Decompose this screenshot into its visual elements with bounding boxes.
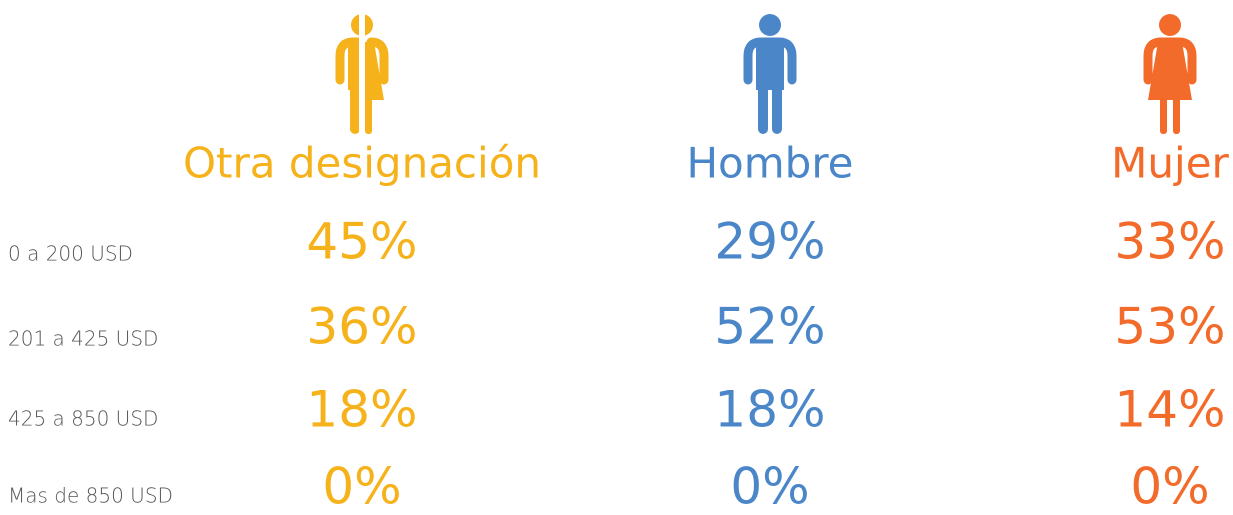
row-label: 425 a 850 USD xyxy=(8,407,158,431)
percentage: 53% xyxy=(1114,298,1225,356)
percentage: 29% xyxy=(714,213,825,271)
man-icon xyxy=(743,14,797,134)
row-label: 0 a 200 USD xyxy=(8,242,133,266)
column-header: Otra designación xyxy=(183,139,541,188)
column-header: Hombre xyxy=(686,139,853,188)
percentage: 0% xyxy=(730,458,809,515)
percentage: 33% xyxy=(1114,213,1225,271)
percentage: 14% xyxy=(1114,381,1225,439)
row-label: Mas de 850 USD xyxy=(8,484,173,508)
row-label: 201 a 425 USD xyxy=(8,327,158,351)
percentage: 18% xyxy=(306,381,417,439)
percentage: 45% xyxy=(306,213,417,271)
percentage: 36% xyxy=(306,298,417,356)
percentage: 18% xyxy=(714,381,825,439)
woman-icon xyxy=(1143,14,1197,134)
other-icon xyxy=(335,14,389,134)
column-header: Mujer xyxy=(1111,139,1229,188)
percentage: 52% xyxy=(714,298,825,356)
percentage: 0% xyxy=(322,458,401,515)
percentage: 0% xyxy=(1130,458,1209,515)
